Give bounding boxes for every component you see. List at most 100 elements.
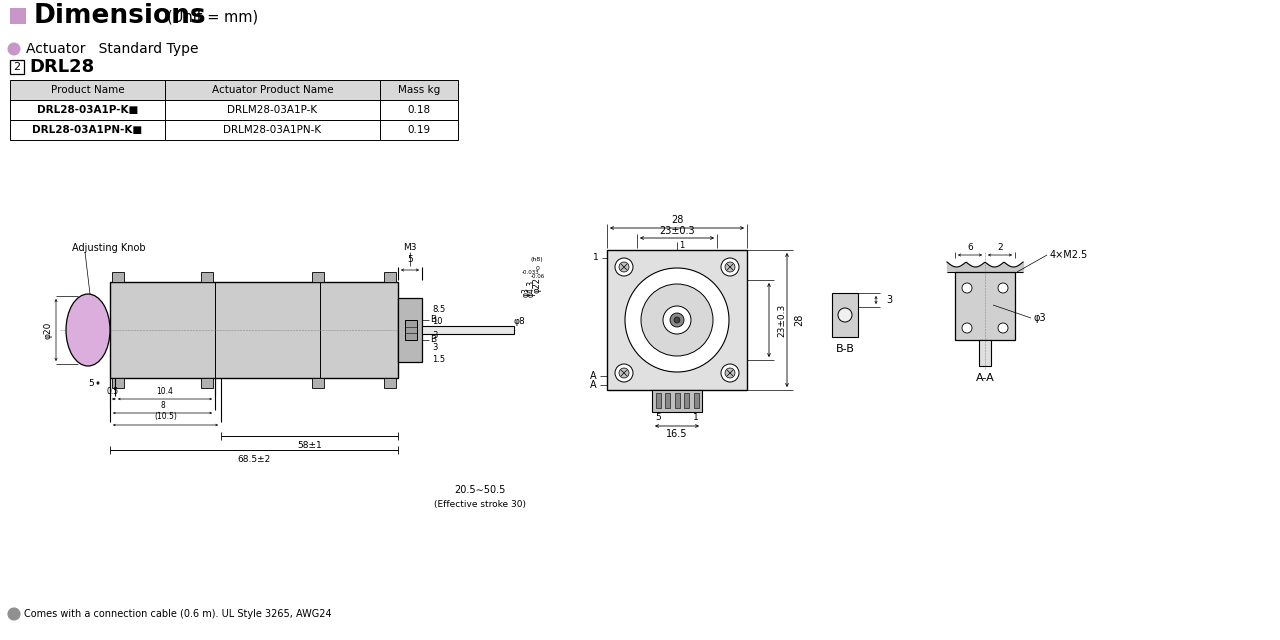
Text: M3: M3 — [403, 243, 417, 252]
Bar — [607, 250, 748, 390]
Bar — [655, 393, 660, 408]
Text: 2: 2 — [997, 243, 1002, 253]
Bar — [675, 393, 680, 408]
Text: (Unit = mm): (Unit = mm) — [166, 10, 259, 24]
Circle shape — [663, 306, 691, 334]
Text: 28: 28 — [794, 314, 804, 326]
Bar — [398, 298, 422, 362]
Text: φ3: φ3 — [521, 287, 530, 297]
Text: 20.5∼50.5: 20.5∼50.5 — [454, 485, 506, 495]
Text: (h8): (h8) — [531, 257, 543, 262]
Circle shape — [614, 364, 634, 382]
Circle shape — [721, 364, 739, 382]
Text: B: B — [430, 316, 436, 324]
Text: 10.4: 10.4 — [156, 387, 173, 396]
Circle shape — [641, 284, 713, 356]
Ellipse shape — [67, 294, 110, 366]
Bar — [312, 378, 324, 388]
Bar — [652, 390, 701, 412]
Text: 1: 1 — [593, 253, 599, 262]
Text: (10.5): (10.5) — [154, 413, 177, 422]
Text: Adjusting Knob: Adjusting Knob — [72, 243, 146, 253]
Circle shape — [838, 308, 852, 322]
Circle shape — [724, 262, 735, 272]
Text: 0.18: 0.18 — [407, 105, 430, 115]
Text: 0: 0 — [536, 266, 540, 271]
Text: 28: 28 — [671, 215, 684, 225]
Text: A-A: A-A — [975, 373, 995, 383]
Circle shape — [8, 42, 20, 56]
Bar — [312, 272, 324, 282]
Text: 3: 3 — [433, 342, 438, 351]
Circle shape — [620, 368, 628, 378]
Text: -0.033: -0.033 — [522, 269, 540, 275]
Bar — [10, 60, 24, 74]
Bar — [979, 340, 991, 366]
Text: 3: 3 — [433, 330, 438, 339]
Circle shape — [620, 262, 628, 272]
Circle shape — [614, 258, 634, 276]
Bar — [110, 282, 398, 378]
Text: 5: 5 — [88, 378, 93, 387]
Text: DRL28: DRL28 — [29, 58, 95, 76]
Text: 68.5±2: 68.5±2 — [237, 454, 270, 463]
Bar — [113, 272, 124, 282]
Text: 0.19: 0.19 — [407, 125, 430, 135]
Text: 3: 3 — [886, 295, 892, 305]
Text: 10: 10 — [433, 317, 443, 326]
Bar — [422, 326, 515, 334]
Text: φ8: φ8 — [513, 317, 525, 326]
Text: Mass kg: Mass kg — [398, 85, 440, 95]
Circle shape — [625, 268, 730, 372]
Bar — [694, 393, 699, 408]
Circle shape — [721, 258, 739, 276]
Text: -0.06: -0.06 — [531, 275, 545, 280]
Text: 23±0.3: 23±0.3 — [777, 303, 786, 337]
Text: 16.5: 16.5 — [667, 429, 687, 439]
Circle shape — [963, 323, 972, 333]
Text: 5: 5 — [407, 255, 413, 264]
Text: Comes with a connection cable (0.6 m). UL Style 3265, AWG24: Comes with a connection cable (0.6 m). U… — [24, 609, 332, 619]
Bar — [165, 100, 380, 120]
Circle shape — [669, 313, 684, 327]
Text: φ4.3: φ4.3 — [526, 280, 535, 296]
Bar — [201, 272, 212, 282]
Text: 6: 6 — [968, 243, 973, 253]
Bar — [380, 80, 458, 100]
Bar — [10, 120, 165, 140]
Circle shape — [998, 323, 1009, 333]
Text: 1: 1 — [680, 241, 685, 250]
Bar — [832, 293, 858, 337]
Bar — [404, 320, 417, 340]
Text: B: B — [430, 335, 436, 344]
Bar — [201, 378, 212, 388]
Text: 23±0.3: 23±0.3 — [659, 226, 695, 236]
Text: Actuator Product Name: Actuator Product Name — [211, 85, 333, 95]
Text: Product Name: Product Name — [51, 85, 124, 95]
Text: DRLM28-03A1PN-K: DRLM28-03A1PN-K — [224, 125, 321, 135]
Circle shape — [998, 283, 1009, 293]
Bar — [384, 272, 396, 282]
Bar — [384, 378, 396, 388]
Circle shape — [724, 368, 735, 378]
Text: 1.5: 1.5 — [433, 355, 445, 364]
Bar — [10, 80, 165, 100]
Bar — [380, 100, 458, 120]
Bar — [380, 120, 458, 140]
Text: 5: 5 — [655, 413, 660, 422]
Bar — [113, 378, 124, 388]
Bar — [165, 80, 380, 100]
Text: 0.5: 0.5 — [106, 387, 119, 396]
Text: φ22: φ22 — [532, 277, 541, 293]
Bar — [10, 100, 165, 120]
Text: φ3: φ3 — [1033, 313, 1046, 323]
Text: Dimensions: Dimensions — [35, 3, 206, 29]
Text: DRL28-03A1P-K■: DRL28-03A1P-K■ — [37, 105, 138, 115]
Bar — [955, 272, 1015, 340]
Text: 4×M2.5: 4×M2.5 — [1050, 250, 1088, 260]
Text: 2: 2 — [13, 62, 20, 72]
Text: A: A — [590, 380, 596, 390]
Circle shape — [963, 283, 972, 293]
Bar — [666, 393, 669, 408]
Bar — [10, 8, 26, 24]
